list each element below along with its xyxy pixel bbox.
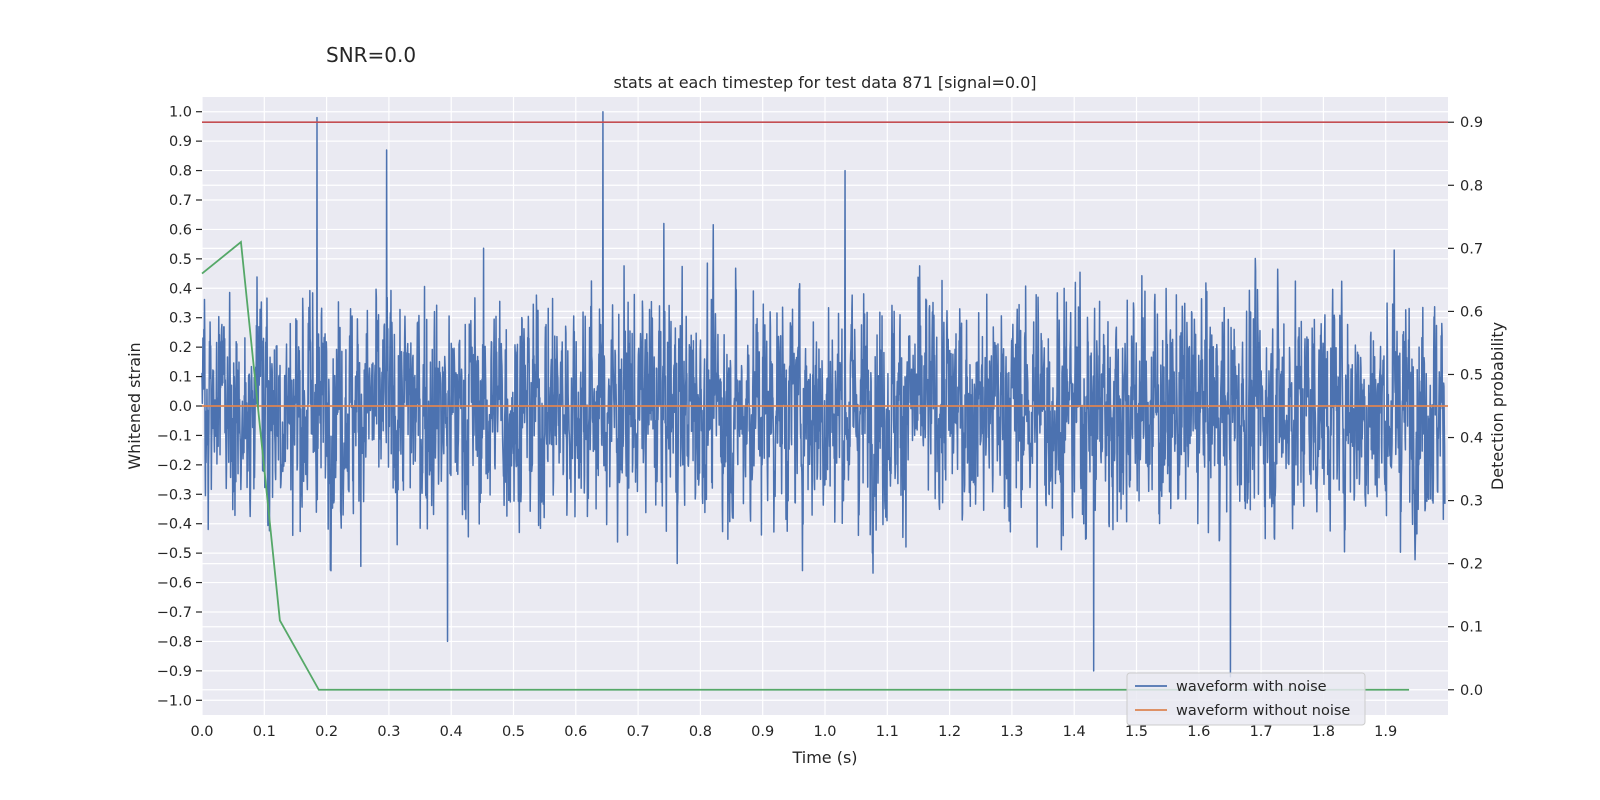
- legend-label-clean: waveform without noise: [1176, 703, 1350, 719]
- x-tick-label: 0.3: [377, 724, 400, 740]
- x-tick-label: 1.6: [1187, 724, 1210, 740]
- series-waveform-with-noise: [201, 110, 1446, 678]
- x-tick-label: 1.8: [1312, 724, 1335, 740]
- y-tick-label: 0.4: [169, 281, 192, 297]
- chart-title: stats at each timestep for test data 871…: [613, 73, 1036, 92]
- y2-tick-label: 0.5: [1460, 367, 1483, 383]
- y2-tick-label: 0.0: [1460, 683, 1483, 699]
- y2-tick-label: 0.6: [1460, 304, 1483, 320]
- x-tick-label: 0.7: [627, 724, 650, 740]
- x-tick-label: 1.9: [1374, 724, 1397, 740]
- y-tick-label: −0.4: [157, 517, 192, 533]
- x-tick-label: 1.3: [1000, 724, 1023, 740]
- x-tick-label: 0.4: [440, 724, 463, 740]
- y-tick-label: −0.3: [157, 487, 192, 503]
- y-tick-label: −0.8: [157, 634, 192, 650]
- y-tick-label: −0.7: [157, 605, 192, 621]
- y2-tick-label: 0.8: [1460, 178, 1483, 194]
- x-tick-label: 0.2: [315, 724, 338, 740]
- y-tick-label: 0.3: [169, 311, 192, 327]
- x-tick-label: 1.2: [938, 724, 961, 740]
- x-tick-label: 1.5: [1125, 724, 1148, 740]
- x-tick-label: 0.0: [190, 724, 213, 740]
- y-tick-label: −1.0: [157, 693, 192, 709]
- y-tick-label: 1.0: [169, 105, 192, 121]
- x-tick-label: 0.5: [502, 724, 525, 740]
- legend: waveform with noise waveform without noi…: [1126, 672, 1366, 726]
- x-tick-label: 1.0: [813, 724, 836, 740]
- x-axis-label: Time (s): [791, 748, 857, 767]
- y2-tick-label: 0.2: [1460, 557, 1483, 573]
- y2-tick-label: 0.4: [1460, 431, 1483, 447]
- y-tick-label: 0.0: [169, 399, 192, 415]
- y-tick-label: 0.2: [169, 340, 192, 356]
- chart-suptitle: SNR=0.0: [326, 43, 416, 67]
- y2-axis-ticks: 0.9 0.8 0.7 0.6 0.5 0.4 0.3 0.2 0.1 0.0: [1448, 115, 1483, 699]
- x-tick-label: 1.4: [1063, 724, 1086, 740]
- y-tick-label: −0.9: [157, 664, 192, 680]
- y-tick-label: 0.7: [169, 193, 192, 209]
- y-tick-label: −0.5: [157, 546, 192, 562]
- legend-box: [1126, 672, 1366, 726]
- y2-axis-label: Detection probability: [1488, 322, 1507, 490]
- y2-tick-label: 0.7: [1460, 241, 1483, 257]
- y-tick-label: −0.1: [157, 428, 192, 444]
- y-tick-label: 0.9: [169, 134, 192, 150]
- y-tick-label: 0.6: [169, 222, 192, 238]
- x-tick-label: 1.1: [876, 724, 899, 740]
- y2-tick-label: 0.1: [1460, 620, 1483, 636]
- y-axis-ticks: 1.0 0.9 0.8 0.7 0.6 0.5 0.4 0.3 0.2 0.1 0.0 −0.1 −0.…: [157, 105, 202, 709]
- y2-tick-label: 0.3: [1460, 494, 1483, 510]
- x-axis-ticks: 0.0 0.1 0.2 0.3 0.4 0.5 0.6 0.7 0.8 0.9 1.0 1.1 1.2 1…: [190, 724, 1397, 740]
- x-tick-label: 1.7: [1250, 724, 1273, 740]
- x-tick-label: 0.8: [689, 724, 712, 740]
- y2-tick-label: 0.9: [1460, 115, 1483, 131]
- legend-label-noise: waveform with noise: [1176, 679, 1327, 695]
- y-axis-label: Whitened strain: [125, 342, 144, 469]
- y-tick-label: 0.1: [169, 370, 192, 386]
- y-tick-label: 0.5: [169, 252, 192, 268]
- x-tick-label: 0.9: [751, 724, 774, 740]
- y-tick-label: 0.8: [169, 164, 192, 180]
- y-tick-label: −0.2: [157, 458, 192, 474]
- y-tick-label: −0.6: [157, 576, 192, 592]
- x-tick-label: 0.6: [564, 724, 587, 740]
- x-tick-label: 0.1: [253, 724, 276, 740]
